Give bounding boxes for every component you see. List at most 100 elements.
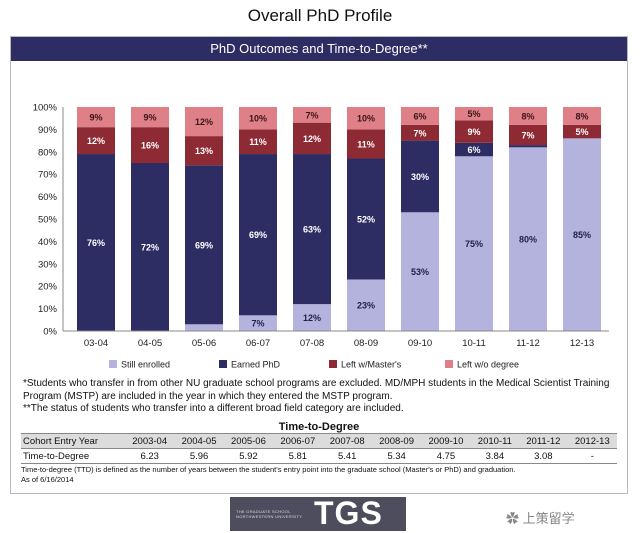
- ttd-value-cell: 3.84: [470, 448, 520, 464]
- bar-segment: [77, 127, 115, 155]
- data-label: 9%: [143, 113, 156, 123]
- y-tick-label: 40%: [38, 237, 58, 248]
- bar-segment: [239, 315, 277, 331]
- bar-segment: [293, 154, 331, 305]
- bar-segment: [455, 142, 493, 157]
- watermark-text: 上策留学: [522, 511, 575, 526]
- legend-swatch: [445, 360, 453, 368]
- y-tick-label: 90%: [38, 125, 58, 136]
- y-axis: 0% 10% 20% 30% 40% 50% 60% 70% 80% 90% 100%: [33, 103, 64, 338]
- bar-segment: [347, 129, 385, 159]
- ttd-year-cell: 2004-05: [174, 433, 224, 449]
- legend-label: Left w/o degree: [457, 360, 519, 370]
- bar-segment: [347, 107, 385, 130]
- bar-segment: [509, 107, 547, 125]
- x-tick-label: 03-04: [84, 338, 108, 349]
- report-card: PhD Outcomes and Time-to-Degree** 0% 10% 2…: [10, 36, 628, 494]
- ttd-year-cell: 2008-09: [371, 433, 422, 449]
- bar-segment: [509, 124, 547, 146]
- ttd-year-cell: 2011-12: [519, 433, 568, 449]
- bar-segment: [455, 120, 493, 143]
- bar-segment: [131, 163, 169, 331]
- data-label: 10%: [357, 114, 375, 124]
- bar-segment: [185, 136, 223, 166]
- bar-segment: [347, 279, 385, 331]
- data-label: 6%: [467, 145, 480, 155]
- x-tick-label: 05-06: [192, 338, 216, 349]
- ttd-value-cell: 5.34: [371, 448, 422, 464]
- bar-segment: [293, 304, 331, 331]
- data-label: 11%: [249, 137, 267, 147]
- data-label: 69%: [195, 240, 213, 250]
- footnote-date: As of 6/16/2014: [21, 475, 74, 484]
- y-tick-label: 10%: [38, 304, 58, 315]
- note-1: *Students who transfer in from other NU …: [23, 378, 610, 402]
- chat-icon: ✿: [506, 511, 520, 526]
- data-label: 6%: [413, 111, 426, 121]
- bar-segment: [401, 124, 439, 141]
- bar-segment: [185, 165, 223, 325]
- ttd-value-cell: 5.92: [223, 448, 274, 464]
- tgs-logo: The Graduate School Northwestern Univers…: [230, 495, 406, 531]
- bar-segment: [293, 122, 331, 155]
- data-label: 52%: [357, 215, 375, 225]
- bar-segment: [239, 107, 277, 130]
- x-tick-label: 11-12: [516, 338, 540, 349]
- bar-segment: [509, 145, 547, 148]
- bar-segment: [563, 138, 601, 331]
- data-label: 5%: [575, 127, 588, 137]
- ttd-value-cell: 3.08: [519, 448, 568, 464]
- x-tick-label: 10-11: [462, 338, 486, 349]
- bar-segment: [563, 107, 601, 125]
- data-label: 76%: [87, 238, 105, 248]
- bar-segment: [239, 154, 277, 316]
- ttd-header-row: Cohort Entry Year 2003-04 2004-05 2005-06 2…: [21, 433, 617, 449]
- y-tick-label: 30%: [38, 259, 58, 270]
- ttd-year-cell: 2005-06: [223, 433, 274, 449]
- ttd-year-cell: 2006-07: [273, 433, 323, 449]
- x-tick-label: 09-10: [408, 338, 432, 349]
- bar-segment: [509, 147, 547, 331]
- bar-segment: [185, 324, 223, 331]
- x-tick-label: 07-08: [300, 338, 324, 349]
- data-label: 7%: [521, 131, 534, 141]
- y-tick-label: 50%: [38, 215, 58, 226]
- ttd-title: Time-to-Degree: [278, 421, 360, 433]
- y-tick-label: 70%: [38, 170, 58, 181]
- page-title: Overall PhD Profile: [247, 6, 393, 25]
- bar-segment: [401, 107, 439, 125]
- ttd-year-cell: 2010-11: [470, 433, 520, 449]
- data-label: 10%: [249, 114, 267, 124]
- legend-swatch: [219, 360, 227, 368]
- bar-segment: [185, 107, 223, 137]
- ttd-year-cell: 2009-10: [421, 433, 471, 449]
- x-tick-label: 06-07: [246, 338, 270, 349]
- legend-swatch: [109, 360, 117, 368]
- x-tick-label: 04-05: [138, 338, 162, 349]
- data-label: 7%: [413, 128, 426, 138]
- data-label: 7%: [251, 319, 264, 329]
- ttd-value-cell: 6.23: [125, 448, 175, 464]
- note-2: **The status of students who transfer in…: [23, 403, 404, 414]
- logo-small-text: The Graduate School Northwestern Univers…: [236, 509, 303, 519]
- watermark: ✿ 上策留学: [506, 508, 575, 527]
- bar-segment: [455, 107, 493, 121]
- ttd-year-cell: 2003-04: [125, 433, 175, 449]
- ttd-value-cell: 5.41: [322, 448, 372, 464]
- bar-segment: [401, 140, 439, 213]
- data-label: 69%: [249, 230, 267, 240]
- y-tick-label: 80%: [38, 147, 58, 158]
- bars-group: 76% 12% 9% 72% 16% 9% 69% 13% 12% 7% 69% 11% 10% 12% 6…: [77, 107, 601, 331]
- data-label: 53%: [411, 267, 429, 277]
- data-label: 12%: [87, 136, 105, 146]
- data-label: 8%: [575, 111, 588, 121]
- data-label: 63%: [303, 225, 321, 235]
- chart-banner: PhD Outcomes and Time-to-Degree**: [11, 37, 627, 61]
- ttd-value-cell: -: [567, 448, 617, 464]
- ttd-row-label: Time-to-Degree: [21, 448, 125, 464]
- bar-segment: [131, 107, 169, 128]
- stacked-bar-chart: 0% 10% 20% 30% 40% 50% 60% 70% 80% 90% 100% 76% 12%…: [33, 103, 609, 370]
- data-label: 7%: [305, 110, 318, 120]
- legend-label: Left w/Master's: [341, 360, 402, 370]
- ttd-table: Cohort Entry Year 2003-04 2004-05 2005-06 2…: [21, 433, 617, 464]
